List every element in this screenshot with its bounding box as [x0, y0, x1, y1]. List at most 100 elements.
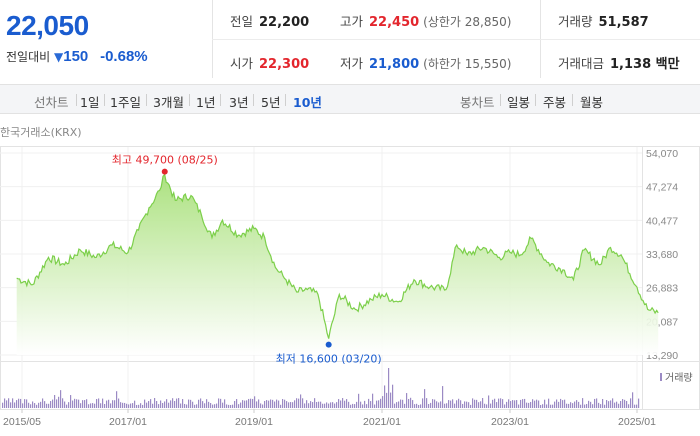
volume-bar: [206, 399, 208, 408]
volume-bar: [316, 402, 318, 408]
volume-bar: [126, 403, 128, 408]
volume-bar: [630, 398, 632, 408]
volume-bar: [150, 399, 152, 408]
volume-bar: [410, 397, 412, 408]
volume-bar: [220, 398, 222, 408]
volume-bar: [120, 402, 122, 408]
volume-bar: [82, 400, 84, 408]
volume-bar: [596, 398, 598, 408]
volume-bar: [424, 389, 426, 408]
volume-bar: [146, 402, 148, 408]
volume-bar: [198, 399, 200, 408]
volume-bar: [268, 400, 270, 408]
volume-bar: [226, 404, 228, 408]
volume-bar: [110, 403, 112, 408]
volume-bar: [132, 403, 134, 408]
volume-bar: [30, 404, 32, 408]
volume-bar: [498, 398, 500, 408]
volume-bar: [570, 402, 572, 408]
period-1d[interactable]: 1일: [80, 95, 100, 110]
period-3y[interactable]: 3년: [229, 95, 249, 110]
volume-bar: [22, 403, 24, 408]
volume-bar: [216, 403, 218, 408]
volume-bar: [522, 399, 524, 408]
volume-bar: [628, 404, 630, 408]
volume-bar: [462, 403, 464, 408]
volume-bar: [550, 404, 552, 408]
volume-bar: [298, 398, 300, 408]
volume-bar: [52, 399, 54, 408]
volume-bar: [406, 393, 408, 408]
volume-bar: [288, 402, 290, 408]
candle-daily[interactable]: 일봉: [507, 95, 531, 110]
x-tick-label: 2025/01: [618, 416, 656, 428]
volume-bar: [496, 402, 498, 408]
volume-bar: [228, 404, 230, 408]
volume-bar: [294, 400, 296, 408]
candle-weekly[interactable]: 주봉: [543, 95, 567, 110]
volume-bar: [546, 404, 548, 408]
volume-bar: [50, 401, 52, 408]
volume-bar: [242, 400, 244, 408]
volume-bar: [376, 400, 378, 408]
change-label: 전일대비: [6, 50, 51, 64]
candle-monthly[interactable]: 월봉: [580, 95, 604, 110]
divider: [146, 94, 147, 106]
volume-bar: [302, 398, 304, 408]
volume-bar: [116, 391, 118, 408]
period-5y[interactable]: 5년: [261, 95, 281, 110]
volume-bar: [608, 401, 610, 408]
volume-bar: [572, 403, 574, 408]
volume-bar: [222, 402, 224, 408]
volume-bar: [454, 403, 456, 408]
divider: [212, 39, 700, 40]
volume-bar: [364, 400, 366, 408]
volume-bar: [518, 404, 520, 408]
volume-bar: [124, 402, 126, 408]
volume-bar: [8, 398, 10, 408]
volume-bar: [84, 400, 86, 408]
volume-bar: [296, 398, 298, 408]
volume-bar: [616, 401, 618, 408]
volume-bar: [432, 399, 434, 408]
volume-bar: [408, 398, 410, 408]
low-marker: [325, 341, 332, 348]
volume-bar: [368, 398, 370, 408]
volume-bar: [72, 400, 74, 408]
volume-bar: [476, 399, 478, 408]
volume-bar: [102, 398, 104, 408]
volume-bar: [106, 400, 108, 408]
volume-bar: [114, 400, 116, 408]
volume-bar: [176, 398, 178, 408]
volume-bar: [108, 399, 110, 408]
volume-bar: [138, 404, 140, 408]
volume-bar: [134, 400, 136, 408]
y-tick-label: 26,883: [646, 283, 678, 295]
volume-bar: [194, 404, 196, 408]
period-1y[interactable]: 1년: [196, 95, 216, 110]
period-10y[interactable]: 10년: [293, 95, 322, 110]
period-1w[interactable]: 1주일: [110, 95, 141, 110]
volume-bar: [540, 404, 542, 408]
volume-bar: [180, 403, 182, 408]
volume-bar: [626, 401, 628, 408]
volume-bar: [42, 398, 44, 408]
volume-bar: [306, 400, 308, 408]
volume-bar: [310, 401, 312, 408]
volume-bar: [186, 404, 188, 408]
volume-bar: [280, 404, 282, 408]
volume-bar: [248, 398, 250, 408]
volume-bar: [70, 395, 72, 408]
stat-low: 저가 21,800 (하한가 15,550): [340, 56, 512, 72]
volume-bar: [98, 398, 100, 408]
period-3m[interactable]: 3개월: [153, 95, 184, 110]
volume-bar: [6, 400, 8, 408]
volume-bar: [44, 401, 46, 408]
quote-header: 22,050 전일대비 ▼150 -0.68% 전일 22,200 시가 22,30…: [0, 0, 700, 80]
volume-bar: [36, 404, 38, 408]
volume-bar: [396, 402, 398, 408]
volume-bar: [584, 404, 586, 408]
volume-bar: [290, 402, 292, 408]
volume-bar: [338, 399, 340, 408]
volume-bar: [282, 398, 284, 408]
